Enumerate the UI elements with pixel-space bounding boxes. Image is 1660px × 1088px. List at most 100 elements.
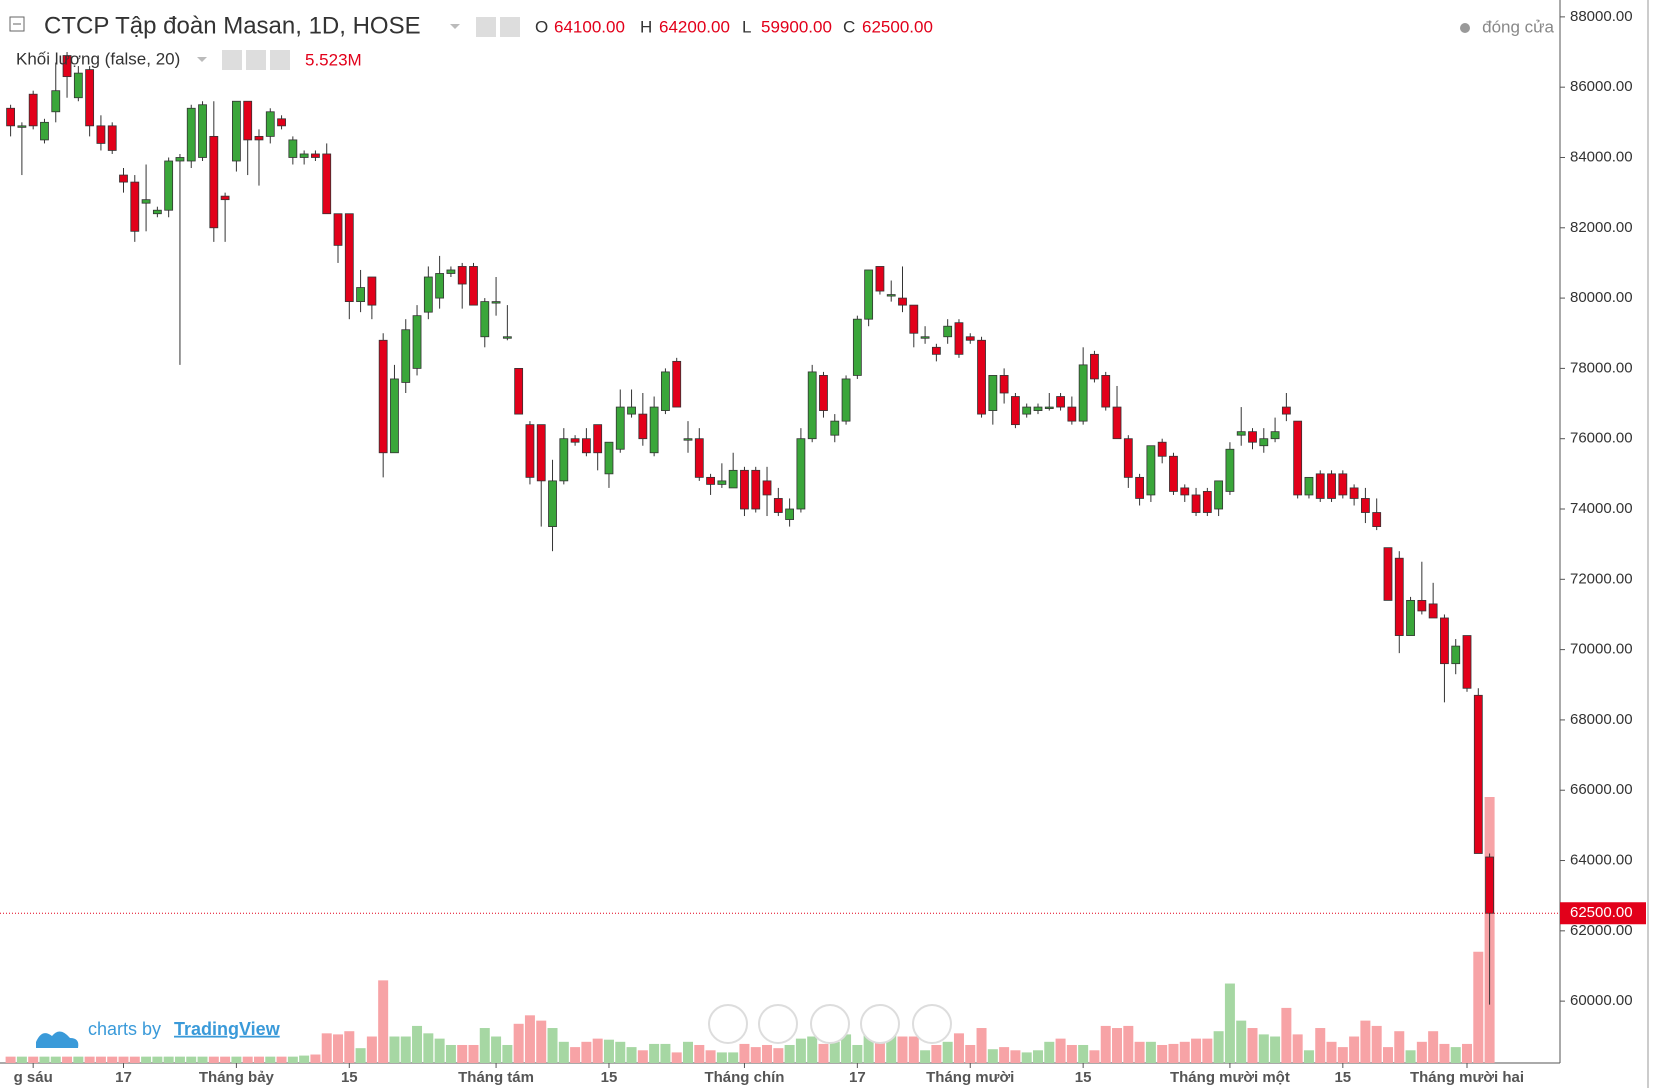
candle-body bbox=[1157, 441, 1167, 457]
candle-body bbox=[536, 424, 546, 482]
candle-body bbox=[1146, 445, 1156, 496]
volume-bar bbox=[344, 1031, 355, 1063]
volume-bar bbox=[355, 1048, 366, 1063]
y-tick-label: 74000.00 bbox=[1570, 500, 1633, 517]
candle-body bbox=[423, 276, 433, 313]
x-tick-label: 15 bbox=[1075, 1069, 1092, 1086]
volume-bar bbox=[829, 1041, 840, 1063]
candle-body bbox=[728, 469, 738, 489]
candle-body bbox=[548, 480, 557, 527]
volume-bar bbox=[491, 1036, 502, 1063]
candle-body bbox=[999, 375, 1009, 394]
volume-bar bbox=[1191, 1038, 1202, 1063]
volume-bar bbox=[141, 1056, 152, 1063]
candle-body bbox=[706, 476, 715, 485]
volume-bar bbox=[683, 1041, 693, 1063]
candle-body bbox=[1202, 491, 1212, 513]
eye-icon[interactable] bbox=[476, 17, 496, 37]
candle-body bbox=[1033, 406, 1043, 411]
candle-body bbox=[1214, 480, 1224, 510]
volume-bar bbox=[513, 1023, 524, 1063]
candle-body bbox=[581, 438, 591, 454]
zoom-in-button[interactable] bbox=[860, 1004, 900, 1044]
volume-bar bbox=[1157, 1044, 1168, 1063]
candle-body bbox=[209, 135, 219, 229]
scroll-right-button[interactable] bbox=[912, 1004, 952, 1044]
dropdown-icon[interactable] bbox=[197, 57, 207, 62]
collapse-icon[interactable] bbox=[9, 16, 25, 32]
dropdown-icon[interactable] bbox=[450, 24, 460, 29]
candle-body bbox=[1428, 603, 1438, 619]
eye-icon[interactable] bbox=[222, 50, 242, 70]
candle-body bbox=[390, 378, 399, 454]
candle-body bbox=[694, 438, 704, 478]
y-tick-label: 68000.00 bbox=[1570, 711, 1633, 728]
volume-bar bbox=[592, 1038, 603, 1063]
candle-body bbox=[1011, 396, 1020, 426]
candle-body bbox=[1022, 406, 1032, 415]
reset-button[interactable] bbox=[810, 1004, 850, 1044]
candle-body bbox=[627, 406, 636, 415]
volume-bar bbox=[536, 1020, 547, 1063]
candle-body bbox=[1293, 420, 1303, 496]
candle-body bbox=[1044, 406, 1054, 409]
candle-body bbox=[1236, 431, 1246, 436]
candle-body bbox=[649, 406, 659, 454]
volume-bar bbox=[321, 1033, 332, 1063]
settings-icon[interactable] bbox=[500, 17, 520, 37]
branding-link[interactable]: TradingView bbox=[174, 1019, 281, 1039]
scroll-left-button[interactable] bbox=[708, 1004, 748, 1044]
candle-body bbox=[762, 480, 772, 496]
candle-body bbox=[864, 269, 874, 320]
candle-body bbox=[965, 336, 975, 341]
candle-body bbox=[130, 181, 140, 232]
volume-bar bbox=[434, 1038, 445, 1063]
volume-bar bbox=[547, 1028, 558, 1063]
volume-bar bbox=[163, 1056, 174, 1063]
candle-body bbox=[378, 339, 388, 454]
volume-bar bbox=[852, 1044, 863, 1063]
candle-body bbox=[299, 153, 309, 158]
ohlc-key: H bbox=[640, 17, 652, 36]
volume-bar bbox=[1382, 1047, 1393, 1063]
candle-body bbox=[175, 157, 185, 162]
candle-body bbox=[1315, 473, 1325, 499]
candle-body bbox=[717, 480, 727, 485]
volume-bar bbox=[423, 1033, 434, 1063]
volume-bar bbox=[1123, 1025, 1134, 1063]
volume-bar bbox=[129, 1056, 140, 1063]
volume-bar bbox=[400, 1036, 411, 1063]
volume-bar bbox=[886, 1031, 897, 1063]
status-dot bbox=[1460, 23, 1470, 33]
volume-bar bbox=[445, 1044, 456, 1063]
candle-body bbox=[638, 413, 648, 440]
y-tick-label: 62000.00 bbox=[1570, 922, 1633, 939]
candle-body bbox=[988, 375, 998, 411]
candle-body bbox=[367, 276, 377, 306]
candle-body bbox=[152, 209, 162, 215]
candle-body bbox=[1270, 431, 1280, 440]
x-tick-label: Tháng mười hai bbox=[1410, 1069, 1524, 1086]
volume-bar bbox=[1360, 1020, 1371, 1063]
volume-bar bbox=[931, 1044, 942, 1063]
candle-body bbox=[333, 213, 343, 246]
volume-bar bbox=[626, 1047, 637, 1063]
candle-body bbox=[243, 100, 253, 141]
candle-body bbox=[1259, 438, 1269, 447]
settings-icon[interactable] bbox=[246, 50, 266, 70]
zoom-out-button[interactable] bbox=[758, 1004, 798, 1044]
volume-bar bbox=[16, 1056, 27, 1063]
close-icon[interactable] bbox=[270, 50, 290, 70]
tradingview-logo bbox=[36, 1031, 79, 1048]
candle-body bbox=[40, 121, 49, 141]
volume-bar bbox=[1021, 1052, 1032, 1063]
candle-body bbox=[1281, 406, 1291, 415]
volume-bar bbox=[1394, 1031, 1405, 1063]
candle-body bbox=[1135, 476, 1144, 499]
volume-bar bbox=[84, 1056, 95, 1063]
volume-bar bbox=[333, 1034, 344, 1063]
last-price-label: 62500.00 bbox=[1570, 904, 1633, 921]
candle-body bbox=[1056, 396, 1065, 408]
volume-bar bbox=[1202, 1038, 1213, 1063]
